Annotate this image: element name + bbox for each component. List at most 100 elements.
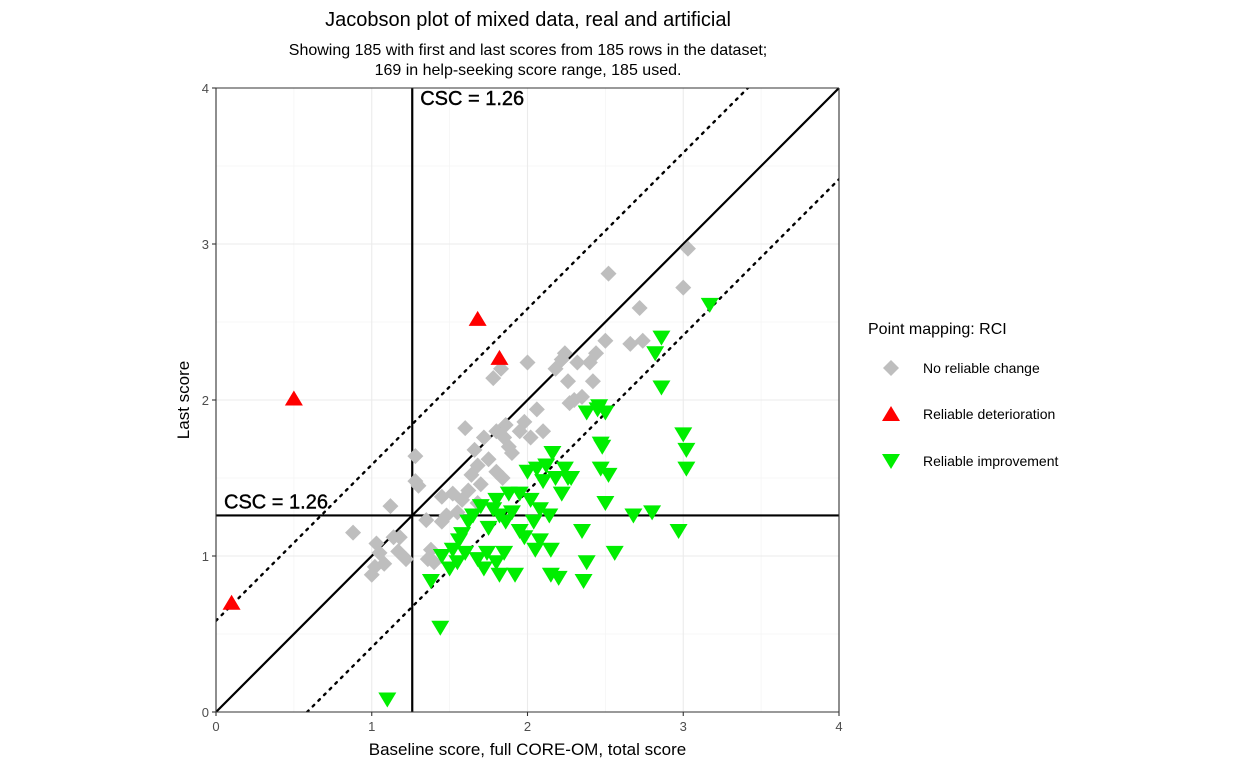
point-no-reliable-change xyxy=(466,441,483,458)
point-no-reliable-change xyxy=(679,240,696,257)
rci-lower-line xyxy=(305,178,839,712)
point-reliable-improvement xyxy=(652,330,671,346)
point-no-reliable-change xyxy=(519,354,536,371)
point-no-reliable-change xyxy=(556,345,573,362)
point-reliable-improvement xyxy=(478,545,497,561)
point-reliable-improvement xyxy=(555,461,574,477)
x-axis-title: Baseline score, full CORE-OM, total scor… xyxy=(369,740,686,759)
point-reliable-improvement xyxy=(700,297,719,313)
y-tick-label: 0 xyxy=(202,705,209,720)
point-no-reliable-change xyxy=(675,279,692,296)
point-reliable-improvement xyxy=(573,524,592,540)
point-no-reliable-change xyxy=(398,551,415,568)
point-reliable-improvement xyxy=(677,442,696,458)
point-reliable-improvement xyxy=(596,405,615,421)
legend-key-reliable-deterioration xyxy=(882,406,900,421)
x-tick-label: 1 xyxy=(368,719,375,734)
point-reliable-improvement xyxy=(490,567,509,583)
series-reliable-improvement xyxy=(378,297,719,708)
point-no-reliable-change xyxy=(426,554,443,571)
axes: 0 1 2 3 4 0 1 2 3 4 Baseline score, full CORE-OM, … xyxy=(174,81,843,759)
x-tick-label: 2 xyxy=(524,719,531,734)
point-reliable-improvement xyxy=(378,692,397,708)
point-reliable-improvement xyxy=(421,573,440,589)
rci-upper-line xyxy=(216,88,750,622)
y-axis-title: Last score xyxy=(174,361,193,439)
point-no-reliable-change xyxy=(494,470,511,486)
point-reliable-improvement xyxy=(552,486,571,502)
chart-header: Jacobson plot of mixed data, real and ar… xyxy=(289,9,767,79)
point-no-reliable-change xyxy=(376,555,393,572)
point-reliable-improvement xyxy=(605,545,624,561)
point-reliable-deterioration xyxy=(222,594,241,610)
point-reliable-improvement xyxy=(453,527,472,543)
legend-key-reliable-improvement xyxy=(882,454,900,469)
point-reliable-improvement xyxy=(496,514,515,530)
point-no-reliable-change xyxy=(574,388,591,405)
point-no-reliable-change xyxy=(528,401,545,418)
legend-label-reliable-deterioration: Reliable deterioration xyxy=(923,406,1055,422)
point-reliable-improvement xyxy=(521,492,540,508)
csc-label-vertical: CSC = 1.26 xyxy=(420,88,524,110)
point-reliable-improvement xyxy=(643,505,662,521)
series-reliable-deterioration xyxy=(222,310,509,610)
y-tick-label: 1 xyxy=(202,549,209,564)
point-no-reliable-change xyxy=(569,354,586,371)
point-no-reliable-change xyxy=(422,541,439,558)
point-no-reliable-change xyxy=(485,370,502,387)
point-reliable-improvement xyxy=(624,508,643,524)
point-reliable-improvement xyxy=(502,505,521,521)
point-reliable-improvement xyxy=(468,552,487,568)
chart-title: Jacobson plot of mixed data, real and ar… xyxy=(325,9,731,31)
legend-item-reliable-deterioration: Reliable deterioration xyxy=(882,406,1055,422)
point-no-reliable-change xyxy=(584,373,601,390)
point-reliable-improvement xyxy=(515,530,534,546)
point-reliable-improvement xyxy=(546,471,565,486)
legend-item-reliable-improvement: Reliable improvement xyxy=(882,453,1059,469)
point-reliable-improvement xyxy=(487,492,506,508)
point-reliable-improvement xyxy=(510,486,529,502)
point-no-reliable-change xyxy=(457,420,474,437)
x-tick-label: 0 xyxy=(212,719,219,734)
point-no-reliable-change xyxy=(516,413,533,430)
point-no-reliable-change xyxy=(472,476,489,493)
point-no-reliable-change xyxy=(522,429,539,446)
point-no-reliable-change xyxy=(418,512,435,529)
data-points xyxy=(222,240,719,708)
point-reliable-improvement xyxy=(574,573,593,589)
point-reliable-improvement xyxy=(652,380,671,396)
point-reliable-improvement xyxy=(530,502,549,518)
legend: Point mapping: RCI No reliable change Rel… xyxy=(868,321,1059,469)
point-no-reliable-change xyxy=(631,299,648,316)
point-no-reliable-change xyxy=(391,529,408,546)
legend-title: Point mapping: RCI xyxy=(868,321,1007,338)
point-reliable-improvement xyxy=(440,561,459,577)
point-no-reliable-change xyxy=(535,423,552,440)
chart-subtitle-line-2: 169 in help-seeking score range, 185 use… xyxy=(375,62,682,79)
point-no-reliable-change xyxy=(588,345,605,362)
point-reliable-improvement xyxy=(669,524,688,540)
point-reliable-improvement xyxy=(524,514,543,530)
point-reliable-deterioration xyxy=(468,310,487,326)
point-reliable-deterioration xyxy=(284,390,303,406)
point-no-reliable-change xyxy=(622,335,639,352)
point-reliable-improvement xyxy=(577,555,596,571)
point-no-reliable-change xyxy=(600,265,617,282)
point-reliable-improvement xyxy=(463,508,482,524)
point-reliable-improvement xyxy=(432,549,451,564)
point-reliable-improvement xyxy=(596,495,615,511)
point-reliable-improvement xyxy=(541,542,560,558)
point-no-reliable-change xyxy=(497,416,514,433)
point-reliable-improvement xyxy=(549,570,568,586)
x-tick-label: 4 xyxy=(835,719,842,734)
point-reliable-improvement xyxy=(495,545,514,561)
point-no-reliable-change xyxy=(597,332,614,349)
point-reliable-improvement xyxy=(448,555,467,571)
point-reliable-improvement xyxy=(537,458,556,474)
no-change-diagonal xyxy=(216,88,839,712)
point-no-reliable-change xyxy=(480,451,497,468)
point-no-reliable-change xyxy=(469,457,486,474)
series-no-reliable-change xyxy=(345,240,696,583)
